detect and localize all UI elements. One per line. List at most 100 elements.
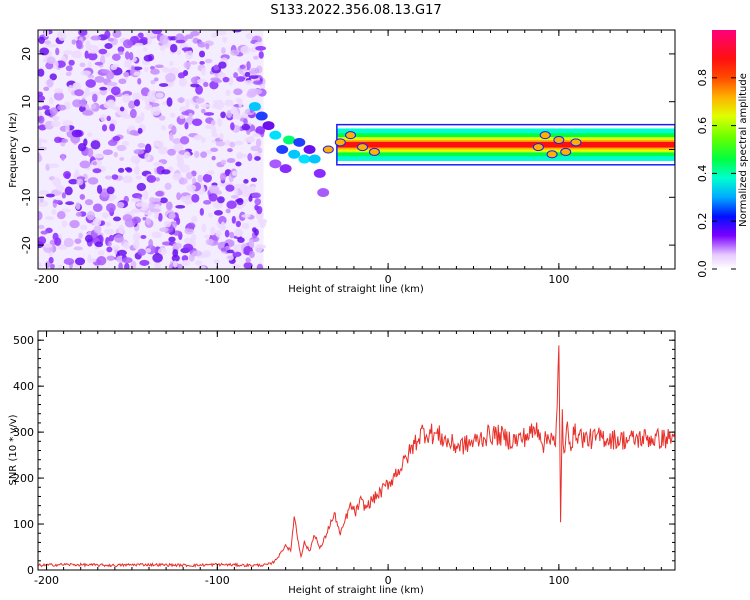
noise-blob xyxy=(250,185,256,193)
noise-blob xyxy=(220,247,227,252)
noise-blob xyxy=(248,250,255,259)
noise-blob xyxy=(48,163,60,169)
noise-blob xyxy=(184,122,189,130)
noise-blob xyxy=(254,244,263,253)
noise-blob xyxy=(61,220,68,228)
noise-blob xyxy=(161,125,166,131)
noise-blob xyxy=(155,190,164,197)
spectrogram-y-tick-label: 20 xyxy=(20,47,33,61)
noise-blob xyxy=(87,74,95,79)
noise-blob xyxy=(254,204,259,211)
colorbar-gradient xyxy=(712,30,736,269)
noise-blob xyxy=(113,151,118,158)
noise-blob xyxy=(240,45,251,55)
noise-blob xyxy=(260,84,266,89)
noise-blob xyxy=(80,70,92,76)
noise-blob xyxy=(231,215,236,224)
noise-blob xyxy=(106,115,111,122)
noise-blob xyxy=(218,61,227,69)
noise-blob xyxy=(133,149,145,155)
noise-blob xyxy=(90,35,102,41)
noise-blob xyxy=(218,133,224,140)
signal-wiggle xyxy=(368,147,380,156)
noise-blob xyxy=(93,153,105,159)
noise-blob xyxy=(250,145,261,152)
noise-blob xyxy=(252,80,263,85)
snr-panel: -200 -100 0 100 0 100 200 300 400 500 Height of s… xyxy=(8,330,676,596)
noise-blob xyxy=(78,232,83,239)
noise-blob xyxy=(243,118,248,126)
noise-blob xyxy=(171,254,180,262)
noise-blob xyxy=(191,193,200,203)
noise-blob xyxy=(45,193,55,198)
noise-blob xyxy=(220,111,226,119)
noise-blob xyxy=(134,165,140,176)
snr-y-tick-label: 100 xyxy=(13,518,34,531)
noise-blob xyxy=(177,97,186,103)
noise-blob xyxy=(191,233,197,242)
snr-x-tick-label: -100 xyxy=(205,574,230,587)
noise-blob xyxy=(79,62,86,68)
noise-blob xyxy=(224,229,230,238)
noise-blob xyxy=(224,100,234,107)
noise-blob xyxy=(122,39,134,49)
noise-blob xyxy=(109,123,115,132)
noise-blob xyxy=(167,148,176,156)
noise-blob xyxy=(179,136,190,145)
noise-blob xyxy=(87,132,93,137)
noise-blob xyxy=(108,196,114,202)
noise-blob xyxy=(201,108,206,114)
noise-blob xyxy=(172,260,178,268)
colorbar: 0.0 0.2 0.4 0.6 0.8 Normalized spectral ampl… xyxy=(696,30,749,278)
noise-blob xyxy=(237,237,245,243)
noise-blob xyxy=(247,153,253,162)
noise-blob xyxy=(210,147,219,152)
noise-blob xyxy=(230,194,239,199)
noise-blob xyxy=(232,251,242,257)
noise-blob xyxy=(57,104,67,111)
noise-blob xyxy=(235,229,242,237)
noise-blob xyxy=(112,216,121,222)
noise-blob xyxy=(74,257,86,266)
noise-blob xyxy=(233,72,239,79)
noise-blob xyxy=(232,244,238,253)
noise-blob xyxy=(235,98,242,104)
noise-blob xyxy=(38,106,44,111)
noise-blob xyxy=(192,250,203,257)
noise-blob xyxy=(56,210,66,220)
noise-blob xyxy=(123,71,130,78)
noise-blob xyxy=(181,47,193,52)
noise-blob xyxy=(84,199,94,206)
noise-blob xyxy=(118,78,127,85)
noise-blob xyxy=(137,127,143,134)
noise-blob xyxy=(40,230,48,235)
transition-blob xyxy=(308,154,321,164)
noise-blob xyxy=(158,212,163,222)
noise-blob xyxy=(171,125,177,135)
noise-blob xyxy=(105,71,115,80)
colorbar-tick-label: 0.8 xyxy=(696,69,709,87)
noise-blob xyxy=(208,185,220,194)
noise-blob xyxy=(200,266,206,269)
noise-blob xyxy=(192,177,197,184)
noise-blob xyxy=(139,259,150,266)
snr-x-tick-label: 100 xyxy=(548,574,569,587)
noise-blob xyxy=(58,31,67,42)
noise-blob xyxy=(84,50,89,59)
noise-blob xyxy=(169,131,174,142)
noise-blob xyxy=(128,51,134,61)
noise-blob xyxy=(46,78,54,88)
noise-blob xyxy=(57,244,68,251)
noise-blob xyxy=(253,55,259,60)
noise-blob xyxy=(137,78,142,85)
noise-blob xyxy=(43,139,48,144)
noise-blob xyxy=(248,75,259,79)
signal-wiggle xyxy=(539,131,551,140)
noise-blob xyxy=(212,103,220,109)
noise-blob xyxy=(247,135,255,142)
noise-blob xyxy=(76,39,83,49)
noise-blob xyxy=(142,190,149,200)
noise-blob xyxy=(103,228,115,235)
noise-blob xyxy=(229,231,235,239)
